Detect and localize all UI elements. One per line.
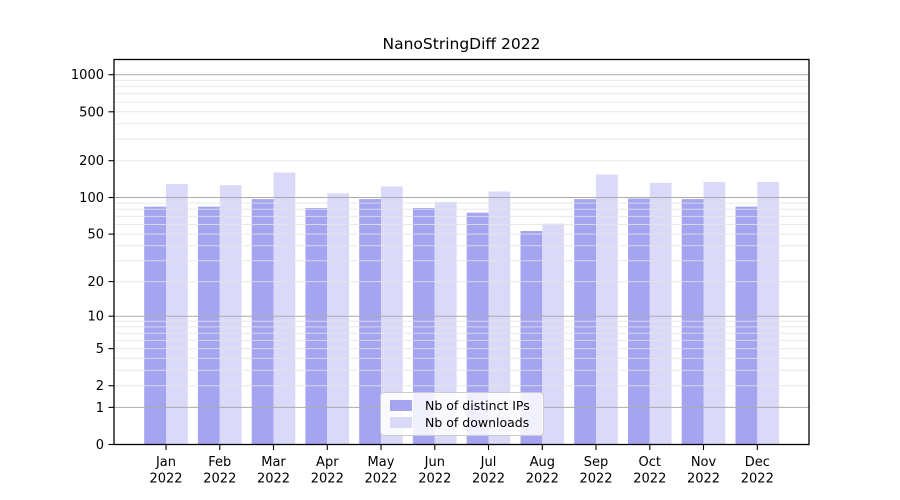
y-tick-label: 5: [96, 342, 104, 357]
bar-downloads-apr: [327, 193, 350, 445]
bar-downloads-sep: [596, 174, 618, 445]
legend-label-downloads: Nb of downloads: [425, 415, 530, 430]
bar-downloads-nov: [703, 182, 726, 445]
legend-item-downloads: Nb of downloads: [390, 414, 535, 431]
y-tick-label: 1000: [71, 68, 104, 83]
bar-distinct-ips-dec: [735, 206, 758, 445]
x-tick-label: Aug 2022: [526, 455, 559, 487]
legend-label-distinct-ips: Nb of distinct IPs: [425, 398, 530, 413]
bar-distinct-ips-feb: [197, 206, 220, 445]
x-tick-label: Apr 2022: [311, 455, 344, 487]
distinct-ips-swatch: [390, 400, 412, 411]
bar-distinct-ips-jul: [466, 212, 489, 445]
bar-downloads-dec: [757, 182, 780, 445]
x-tick-label: Feb 2022: [203, 455, 236, 487]
y-tick-label: 10: [87, 310, 104, 325]
chart-title: NanoStringDiff 2022: [382, 35, 541, 53]
x-tick-label: Mar 2022: [257, 455, 290, 487]
x-tick-label: Jan 2022: [149, 455, 182, 487]
bar-downloads-aug: [542, 223, 565, 445]
bar-distinct-ips-aug: [520, 231, 543, 445]
y-axis-group: 0 1 2 5 10 20 50 100 200 500 1000: [71, 68, 114, 453]
bar-downloads-feb: [219, 185, 242, 445]
y-tick-label: 200: [79, 154, 104, 169]
y-tick-label: 0: [96, 438, 104, 453]
x-tick-label: Sep 2022: [579, 455, 612, 487]
x-tick-label: Nov 2022: [687, 455, 720, 487]
y-tick-label: 100: [79, 191, 104, 206]
x-tick-label: Jun 2022: [418, 455, 451, 487]
bar-downloads-mar: [273, 172, 296, 445]
gridlines-group: [114, 74, 809, 408]
bar-distinct-ips-jan: [144, 206, 166, 445]
bar-downloads-oct: [649, 182, 672, 445]
x-tick-label: Dec 2022: [741, 455, 774, 487]
x-tick-label: Oct 2022: [633, 455, 666, 487]
plot-border: [113, 58, 810, 446]
bar-downloads-jun: [434, 201, 457, 445]
y-tick-label: 50: [87, 228, 104, 243]
y-tick-label: 2: [96, 379, 104, 394]
bar-downloads-jul: [488, 191, 511, 445]
bar-downloads-may: [381, 186, 403, 445]
legend: Nb of distinct IPs Nb of downloads: [380, 392, 544, 436]
bar-distinct-ips-apr: [305, 208, 328, 445]
x-tick-label: May 2022: [364, 455, 397, 487]
y-tick-label: 500: [79, 105, 104, 120]
x-tick-label: Jul 2022: [472, 455, 505, 487]
legend-item-distinct-ips: Nb of distinct IPs: [390, 397, 535, 414]
bar-downloads-jan: [166, 184, 188, 445]
y-tick-label: 20: [87, 275, 104, 290]
downloads-swatch: [390, 417, 412, 428]
y-tick-label: 1: [96, 401, 104, 416]
x-axis-group: Jan 2022 Feb 2022 Mar 2022 Apr 2022 May 2022 Jun 20…: [149, 444, 774, 487]
